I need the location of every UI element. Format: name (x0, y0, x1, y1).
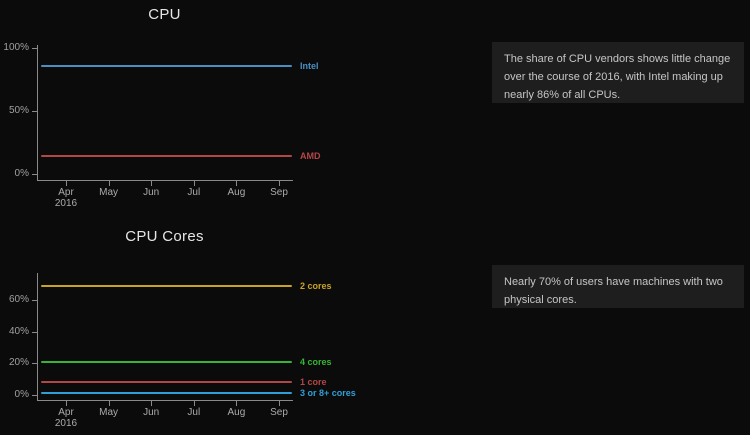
x-tick-label: Jun (143, 407, 160, 418)
y-tick-label: 60% (8, 294, 29, 306)
y-tick-label: 50% (8, 105, 29, 116)
y-tick-mark (32, 48, 38, 49)
x-tick-label: May (99, 407, 119, 418)
x-tick-label: Jul (187, 407, 201, 418)
y-tick-label: 100% (3, 42, 29, 53)
series-line-3-or-8-cores (41, 391, 292, 394)
x-tick-mark (66, 181, 67, 186)
cpu-note-panel: The share of CPU vendors shows little ch… (492, 42, 744, 103)
cpu-cores-chart-title: CPU Cores (125, 228, 204, 245)
series-label-amd: AMD (300, 150, 321, 161)
x-tick-mark (108, 401, 110, 406)
x-tick-label: Aug (227, 187, 246, 198)
y-tick-mark (32, 300, 38, 302)
y-tick-mark (32, 331, 38, 333)
series-line-2-cores (41, 284, 292, 287)
x-tick-label: Apr 2016 (54, 187, 78, 209)
y-tick-label: 40% (8, 325, 29, 337)
x-tick-mark (108, 181, 110, 186)
x-tick-label: Apr 2016 (54, 407, 78, 429)
series-line-amd (41, 154, 292, 157)
cpu-cores-note-panel: Nearly 70% of users have machines with t… (492, 265, 744, 308)
series-line-intel (41, 65, 292, 68)
x-tick-mark (279, 181, 280, 186)
series-line-4-cores (41, 360, 292, 363)
x-tick-label: Sep (270, 407, 288, 418)
series-label-2-cores: 2 cores (300, 280, 332, 291)
cpu-chart-plot-area: 0% 50% 100% Apr 2016 May Jun Jul Aug Sep Intel AMD (3, 43, 320, 210)
series-label-intel: Intel (300, 61, 319, 72)
x-tick-label: Jun (143, 187, 160, 198)
y-tick-label: 0% (14, 389, 29, 400)
series-label-3-or-8-cores: 3 or 8+ cores (300, 387, 356, 398)
y-tick-mark (32, 395, 38, 396)
x-tick-mark (279, 401, 280, 406)
cpu-chart: CPU 0% 50% 100% Apr 2016 May Jun Jul Aug Sep Intel… (0, 0, 480, 217)
cpu-note-text: The share of CPU vendors shows little ch… (504, 53, 731, 101)
y-tick-mark (32, 363, 38, 365)
series-label-1-core: 1 core (300, 377, 327, 388)
y-tick-label: 0% (14, 168, 29, 179)
y-tick-mark (32, 174, 38, 175)
cpu-cores-chart-plot-area: 0% 20% 40% 60% Apr 2016 May Jun Jul Aug Sep 2 cores… (9, 273, 356, 429)
x-tick-label: Sep (270, 187, 288, 198)
x-tick-mark (193, 181, 195, 186)
series-label-4-cores: 4 cores (300, 356, 332, 367)
series-line-1-core (41, 381, 292, 384)
x-tick-mark (151, 181, 153, 186)
x-tick-label: May (99, 187, 119, 198)
x-tick-mark (66, 401, 67, 406)
cpu-cores-note-text: Nearly 70% of users have machines with t… (504, 276, 723, 306)
x-tick-mark (151, 401, 153, 406)
x-tick-mark (193, 401, 195, 406)
y-tick-label: 20% (8, 357, 29, 369)
cpu-chart-title: CPU (148, 6, 181, 23)
y-tick-mark (32, 111, 38, 112)
x-tick-mark (236, 181, 238, 186)
x-tick-mark (236, 401, 238, 406)
cpu-cores-chart: CPU Cores 0% 20% 40% 60% Apr 2016 May Jun Jul Aug… (0, 217, 480, 435)
x-tick-label: Aug (227, 407, 246, 418)
x-tick-label: Jul (187, 187, 201, 198)
